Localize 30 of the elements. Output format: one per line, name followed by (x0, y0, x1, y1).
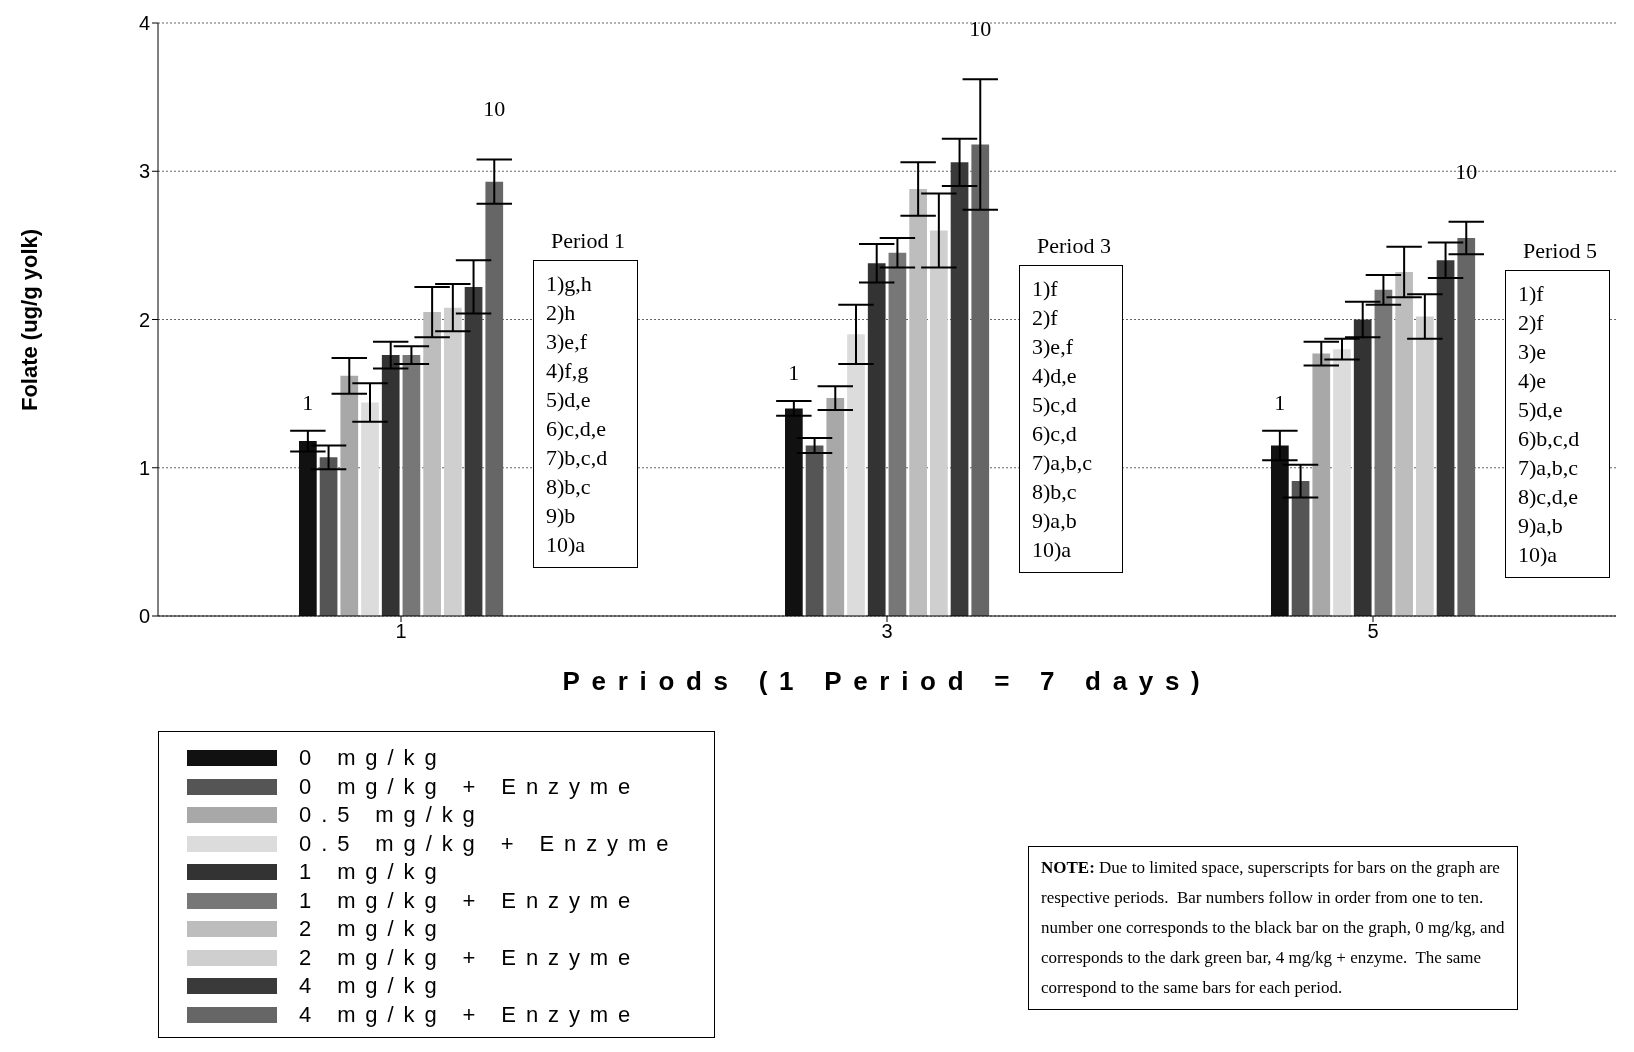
text: Period 3 1)f 2)f 3)e,f 4)d,e 5)c,d 6)c,d 7)a,b,c 8)b,c 9)a,b 10)a (1032, 233, 1111, 562)
text: Period 1 1)g,h 2)h 3)e,f 4)f,g 5)d,e 6)c,d,e 7)b,c,d 8)b,c 9)b 10)a (546, 228, 625, 557)
legend-label: 1 mg/kg + Enzyme (299, 887, 641, 914)
legend-label: 2 mg/kg + Enzyme (299, 944, 641, 971)
text: Period 5 1)f 2)f 3)e 4)e 5)d,e 6)b,c,d 7)a,b,c 8)c,d,e 9)a,b 10)a (1518, 238, 1597, 567)
legend-label: 2 mg/kg (299, 916, 447, 943)
legend-label: 0.5 mg/kg + Enzyme (299, 830, 679, 857)
annotation: 1 (302, 389, 314, 416)
annotation: 1 (788, 360, 800, 387)
x-tick-label: 3 (881, 620, 893, 643)
y-tick-label: 4 (138, 12, 150, 35)
x-tick-label: 5 (1367, 620, 1379, 643)
y-axis-title: Folate (ug/g yolk) (17, 228, 43, 411)
legend-label: 0.5 mg/kg (299, 802, 485, 829)
annotation: 10 (969, 16, 992, 43)
legend-label: 4 mg/kg + Enzyme (299, 1001, 641, 1028)
legend-label: 0 mg/kg + Enzyme (299, 773, 641, 800)
annotation: 1 (1274, 389, 1286, 416)
x-tick-label: 1 (395, 620, 407, 643)
x-axis-title: Periods (1 Period = 7 days) (561, 666, 1213, 697)
y-tick-label: 3 (138, 160, 150, 183)
text: NOTE: Due to limited space, superscripts for bars on the graph are respective periods. Bar numbers follow in order from one to ten. number one corresponds to the black bar on the graph, 0 mg/kg, and corresponds to the dark green bar, 4 mg/kg + enzyme. The same correspond to the same bars for each period. (1028, 846, 1518, 1010)
legend-label: 0 mg/kg (299, 745, 447, 772)
y-tick-label: 2 (138, 308, 150, 331)
annotation: 10 (1455, 158, 1478, 185)
y-tick-label: 0 (138, 605, 150, 628)
y-tick-label: 1 (138, 456, 150, 479)
legend-label: 1 mg/kg (299, 859, 447, 886)
annotation: 10 (483, 96, 506, 123)
legend-label: 4 mg/kg (299, 973, 447, 1000)
